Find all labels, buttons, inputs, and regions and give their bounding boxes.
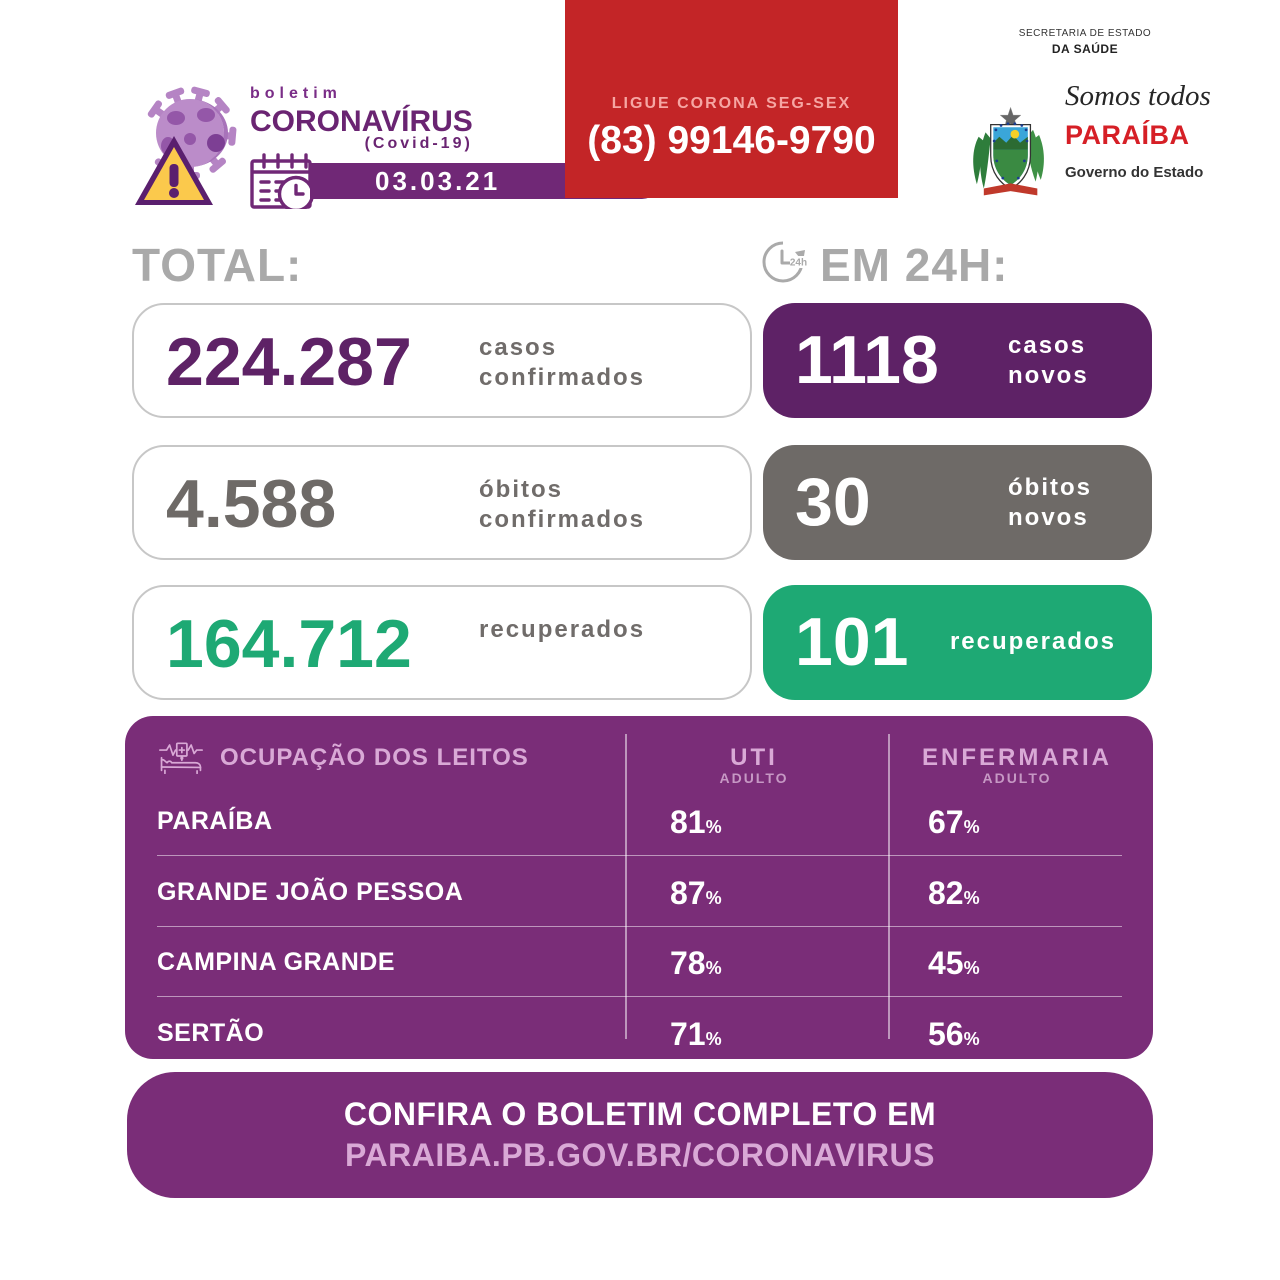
svg-text:24h: 24h [790,258,807,269]
